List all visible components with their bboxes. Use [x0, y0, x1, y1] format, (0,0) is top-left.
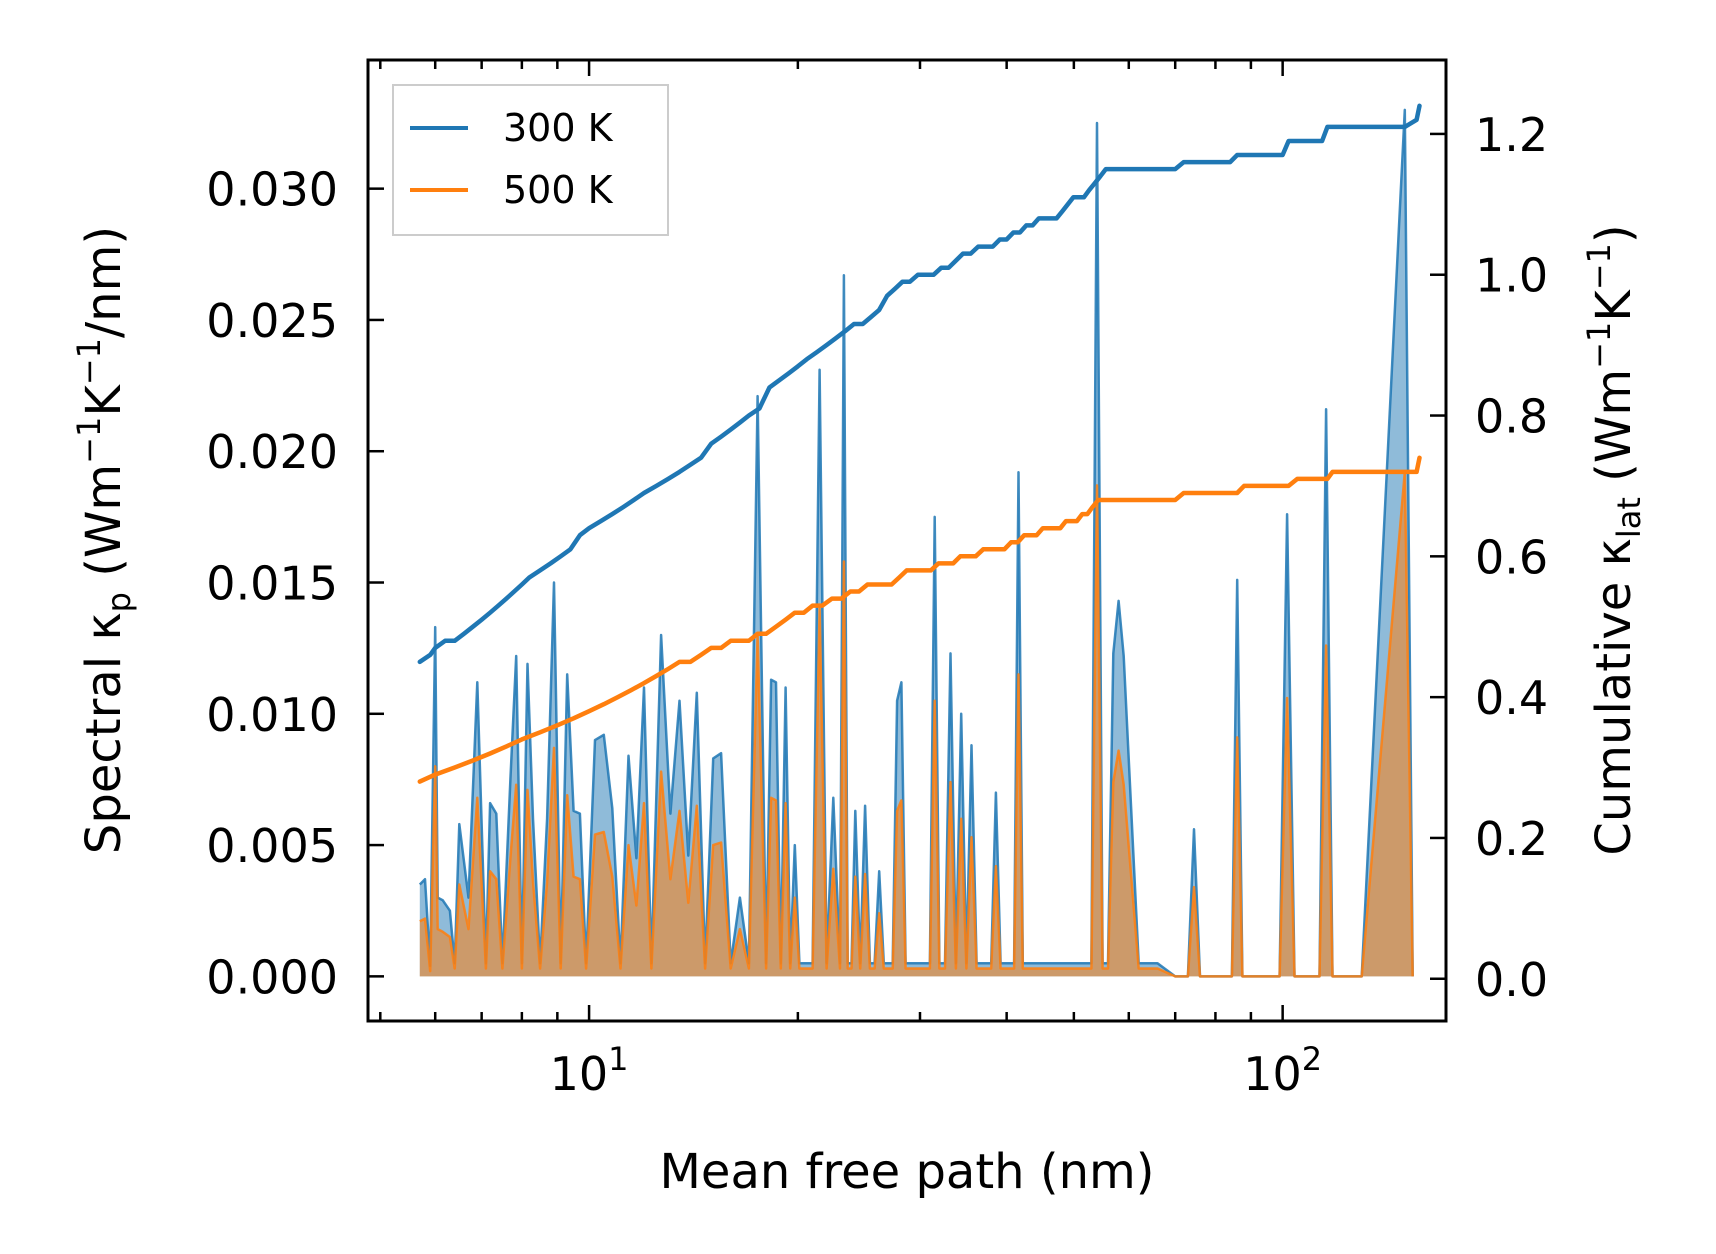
x-tick-exponent: 2 [1302, 1040, 1322, 1078]
y-right-tick-label: 0.0 [1475, 953, 1548, 1007]
y-left-title-sub: p [100, 592, 138, 612]
y-right-axis-title: Cumulative κlat (Wm−1K−1) [1580, 224, 1648, 855]
x-tick-base: 10 [550, 1047, 609, 1101]
cumulative-line-300k [417, 103, 1422, 665]
x-tick-label: 102 [1243, 1040, 1322, 1101]
y-right-title-mid: K [1586, 289, 1642, 322]
y-right-tick-label: 0.6 [1475, 530, 1548, 584]
y-left-title-main: Spectral κ [76, 612, 132, 854]
y-left-title-sup2: −1 [70, 338, 108, 385]
y-right-title-sup1: −1 [1580, 322, 1618, 369]
axis-labels: 101 1020.0000.0050.0100.0150.0200.0250.03… [206, 108, 1548, 1101]
y-right-tick-label: 0.8 [1475, 390, 1548, 444]
x-tick-label: 101 [550, 1040, 629, 1101]
y-left-tick-label: 0.030 [206, 163, 338, 217]
spectral-line-500k [419, 470, 1414, 978]
y-left-title-units: (Wm [76, 464, 132, 592]
y-right-title-sub: lat [1610, 497, 1648, 538]
y-left-tick-label: 0.000 [206, 950, 338, 1004]
y-left-tick-label: 0.010 [206, 688, 338, 742]
y-right-tick-label: 1.0 [1475, 249, 1548, 303]
x-axis-title: Mean free path (nm) [660, 1144, 1155, 1200]
y-left-title-end: /nm) [76, 226, 132, 338]
y-left-tick-label: 0.005 [206, 819, 338, 873]
legend-box [392, 84, 669, 236]
y-right-title-sup2: −1 [1580, 243, 1618, 290]
x-tick-base: 10 [1243, 1047, 1302, 1101]
svg-text:Cumulative κlat (Wm−1K−1): Cumulative κlat (Wm−1K−1) [1580, 224, 1648, 855]
y-left-title-sup1: −1 [70, 417, 108, 464]
y-right-title-main: Cumulative κ [1586, 538, 1642, 856]
spectral-area-500k [419, 472, 1413, 977]
y-left-title-mid: K [76, 384, 132, 417]
legend-label-500k: 500 K [503, 168, 614, 212]
legend: 300 K 500 K [392, 84, 669, 236]
spectral-line-300k [418, 108, 1414, 978]
cumulative-line-500k [417, 455, 1422, 784]
y-left-tick-label: 0.025 [206, 294, 338, 348]
x-tick-exponent: 1 [608, 1040, 628, 1078]
axes-frame [366, 58, 1448, 1023]
y-left-tick-label: 0.020 [206, 425, 338, 479]
y-left-axis-title: Spectral κp (Wm−1K−1/nm) [70, 226, 138, 854]
svg-text:Spectral κp (Wm−1K−1/nm): Spectral κp (Wm−1K−1/nm) [70, 226, 138, 854]
plot-area [417, 103, 1422, 978]
y-right-tick-label: 1.2 [1475, 108, 1548, 162]
y-right-tick-label: 0.2 [1475, 812, 1548, 866]
y-right-title-end: ) [1586, 224, 1642, 243]
y-right-tick-label: 0.4 [1475, 671, 1548, 725]
legend-label-300k: 300 K [503, 106, 614, 150]
y-right-title-units: (Wm [1586, 369, 1642, 497]
y-left-tick-label: 0.015 [206, 557, 338, 611]
